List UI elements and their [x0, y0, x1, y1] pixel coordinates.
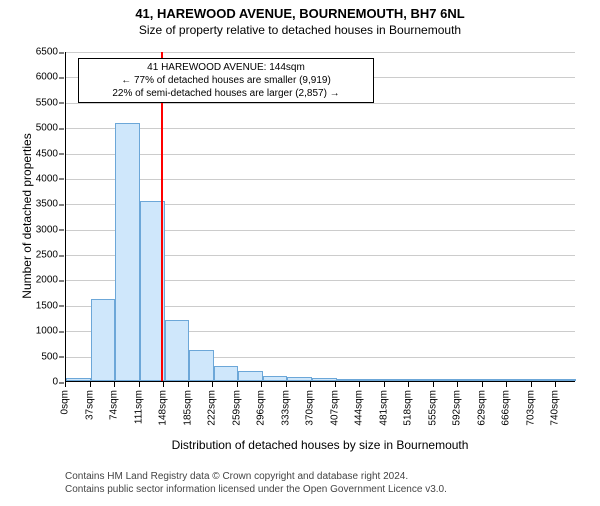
histogram-bar — [91, 299, 116, 381]
y-tick-label: 5500 — [18, 97, 58, 108]
footer-attribution: Contains HM Land Registry data © Crown c… — [65, 470, 447, 496]
y-tick-label: 6500 — [18, 47, 58, 58]
y-axis-label: Number of detached properties — [20, 106, 34, 326]
x-tick-mark — [310, 382, 311, 387]
x-tick-mark — [65, 382, 66, 387]
x-tick-mark — [384, 382, 385, 387]
x-tick-mark — [457, 382, 458, 387]
histogram-bar — [337, 379, 362, 381]
x-tick-mark — [90, 382, 91, 387]
histogram-bar — [287, 377, 312, 381]
histogram-bar — [509, 379, 534, 381]
x-tick-mark — [188, 382, 189, 387]
x-tick-mark — [163, 382, 164, 387]
x-tick-mark — [555, 382, 556, 387]
y-tick-label: 3500 — [18, 199, 58, 210]
y-tick-label: 1000 — [18, 326, 58, 337]
grid-line — [66, 179, 575, 180]
footer-line-1: Contains HM Land Registry data © Crown c… — [65, 470, 447, 483]
x-tick-label: 148sqm — [158, 390, 169, 426]
annotation-box: 41 HAREWOOD AVENUE: 144sqm ← 77% of deta… — [78, 58, 374, 103]
x-tick-mark — [506, 382, 507, 387]
histogram-bar — [66, 378, 91, 381]
y-tick-label: 500 — [18, 351, 58, 362]
x-tick-label: 666sqm — [501, 390, 512, 426]
y-tick-label: 3000 — [18, 224, 58, 235]
x-tick-mark — [286, 382, 287, 387]
y-tick-label: 5000 — [18, 123, 58, 134]
histogram-bar — [459, 379, 484, 381]
x-tick-label: 444sqm — [354, 390, 365, 426]
x-tick-label: 740sqm — [550, 390, 561, 426]
grid-line — [66, 154, 575, 155]
histogram-bar — [238, 371, 263, 381]
y-tick-label: 4500 — [18, 148, 58, 159]
x-tick-mark — [139, 382, 140, 387]
x-tick-label: 37sqm — [84, 390, 95, 420]
chart-subtitle: Size of property relative to detached ho… — [0, 23, 600, 37]
x-tick-label: 185sqm — [182, 390, 193, 426]
y-tick-label: 2500 — [18, 250, 58, 261]
x-tick-label: 555sqm — [427, 390, 438, 426]
x-tick-label: 518sqm — [403, 390, 414, 426]
x-tick-label: 333sqm — [280, 390, 291, 426]
histogram-bar — [435, 379, 460, 381]
histogram-bar — [263, 376, 288, 381]
x-tick-mark — [261, 382, 262, 387]
x-tick-label: 481sqm — [378, 390, 389, 426]
x-tick-mark — [482, 382, 483, 387]
x-tick-label: 370sqm — [305, 390, 316, 426]
annotation-line-2: ← 77% of detached houses are smaller (9,… — [83, 74, 369, 87]
x-tick-label: 407sqm — [329, 390, 340, 426]
annotation-line-3: 22% of semi-detached houses are larger (… — [83, 87, 369, 100]
x-tick-mark — [408, 382, 409, 387]
histogram-bar — [115, 123, 140, 381]
annotation-line-1: 41 HAREWOOD AVENUE: 144sqm — [83, 61, 369, 74]
y-tick-label: 0 — [18, 377, 58, 388]
x-tick-mark — [335, 382, 336, 387]
x-tick-label: 74sqm — [109, 390, 120, 420]
histogram-bar — [189, 350, 214, 381]
x-tick-label: 0sqm — [60, 390, 71, 414]
footer-line-2: Contains public sector information licen… — [65, 483, 447, 496]
y-tick-label: 1500 — [18, 300, 58, 311]
x-tick-mark — [531, 382, 532, 387]
x-tick-label: 296sqm — [256, 390, 267, 426]
histogram-bar — [485, 379, 510, 381]
histogram-bar — [410, 379, 435, 381]
y-tick-label: 6000 — [18, 72, 58, 83]
histogram-bar — [312, 378, 337, 381]
x-tick-label: 592sqm — [452, 390, 463, 426]
grid-line — [66, 52, 575, 53]
x-tick-mark — [359, 382, 360, 387]
x-tick-mark — [114, 382, 115, 387]
y-tick-label: 2000 — [18, 275, 58, 286]
x-tick-label: 703sqm — [525, 390, 536, 426]
x-tick-mark — [433, 382, 434, 387]
x-tick-label: 259sqm — [231, 390, 242, 426]
histogram-bar — [165, 320, 190, 381]
x-tick-mark — [212, 382, 213, 387]
x-tick-label: 111sqm — [133, 390, 144, 424]
histogram-bar — [386, 379, 411, 381]
histogram-bar — [214, 366, 239, 381]
x-tick-label: 222sqm — [207, 390, 218, 426]
grid-line — [66, 128, 575, 129]
histogram-bar — [361, 379, 386, 381]
y-tick-label: 4000 — [18, 173, 58, 184]
x-axis-label: Distribution of detached houses by size … — [65, 438, 575, 452]
x-tick-mark — [237, 382, 238, 387]
histogram-bar — [558, 379, 576, 381]
x-tick-label: 629sqm — [476, 390, 487, 426]
chart-title: 41, HAREWOOD AVENUE, BOURNEMOUTH, BH7 6N… — [0, 6, 600, 21]
histogram-bar — [534, 379, 559, 381]
